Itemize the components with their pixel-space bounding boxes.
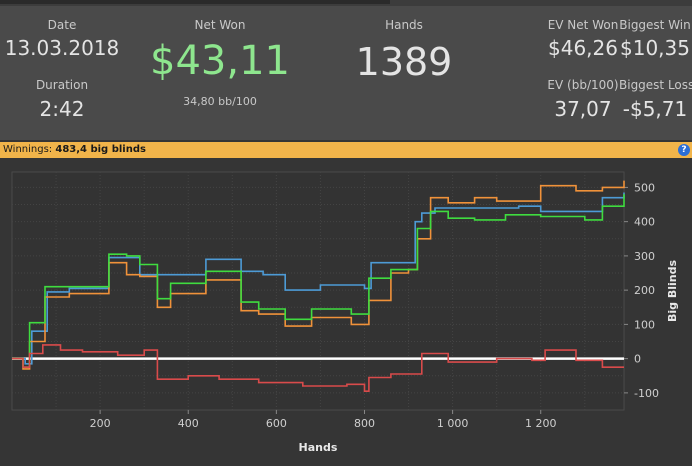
help-icon[interactable]: ? — [678, 144, 690, 156]
winnings-text: Winnings: 483,4 big blinds — [3, 142, 146, 158]
y-tick-label: 200 — [634, 284, 655, 297]
session-stats-panel: Date 13.03.2018 Duration 2:42 Net Won $4… — [0, 6, 692, 140]
biggest-win-label: Biggest Win — [619, 18, 691, 32]
winnings-label: Winnings: — [3, 144, 53, 155]
net-won-value: $43,11 — [150, 38, 290, 84]
x-tick-label: 400 — [178, 417, 199, 430]
y-tick-label: 300 — [634, 250, 655, 263]
x-tick-label: 600 — [266, 417, 287, 430]
biggest-win-value: $10,35 — [620, 36, 690, 60]
biggest-loss-label: Biggest Loss — [619, 78, 692, 92]
duration-value: 2:42 — [39, 97, 85, 121]
duration-label: Duration — [35, 78, 89, 92]
y-tick-label: -100 — [634, 387, 659, 400]
ev-bb-per-100-label: EV (bb/100) — [547, 78, 619, 92]
winnings-chart: 200 400 600 800 1 000 1 200 -100 0 100 200 300 400 5… — [0, 158, 692, 462]
top-strip — [0, 0, 692, 6]
net-won-bb-per-100: 34,80 bb/100 — [183, 95, 257, 108]
series-line-2 — [12, 180, 625, 370]
hands-value: 1389 — [355, 40, 453, 84]
date-label: Date — [47, 18, 77, 32]
x-tick-label: 1 000 — [437, 417, 469, 430]
ev-bb-per-100-value: 37,07 — [554, 97, 612, 121]
series-line-4 — [12, 344, 624, 392]
y-tick-label: 100 — [634, 318, 655, 331]
top-tab-strip — [0, 0, 390, 4]
hands-label: Hands — [385, 18, 423, 32]
x-tick-label: 1 200 — [525, 417, 557, 430]
y-axis-title: Big Blinds — [666, 260, 679, 322]
y-tick-label: 0 — [634, 353, 641, 366]
x-tick-label: 200 — [90, 417, 111, 430]
winnings-graph: 200 400 600 800 1 000 1 200-10001002003004005… — [11, 171, 679, 454]
winnings-value: 483,4 big blinds — [55, 144, 146, 155]
ev-net-won-value: $46,26 — [548, 36, 618, 60]
x-axis-title: Hands — [299, 441, 338, 454]
x-tick-label: 800 — [354, 417, 375, 430]
plot-area — [11, 171, 625, 411]
y-tick-label: 400 — [634, 216, 655, 229]
series-line-1 — [12, 192, 625, 365]
date-value: 13.03.2018 — [4, 36, 120, 60]
y-tick-label: 500 — [634, 181, 655, 194]
series-line-3 — [12, 194, 625, 368]
biggest-loss-value: -$5,71 — [622, 97, 688, 121]
ev-net-won-label: EV Net Won — [547, 18, 619, 32]
net-won-label: Net Won — [194, 18, 246, 32]
winnings-bar: Winnings: 483,4 big blinds ? — [0, 142, 692, 158]
